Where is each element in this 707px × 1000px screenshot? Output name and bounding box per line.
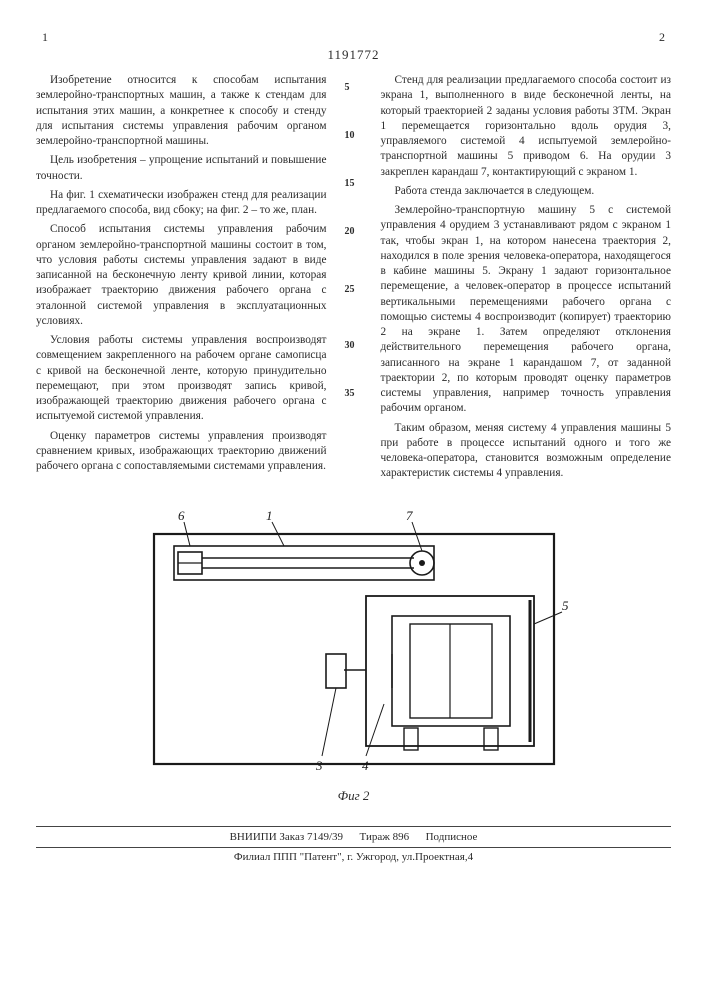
figure-2: 6 1 7 5 4 3 Фиг 2 (36, 504, 671, 804)
left-column: Изобретение относится к способам испытан… (36, 73, 327, 486)
line-number: 25 (345, 283, 355, 297)
line-number-gutter: 5 10 15 20 25 30 35 (345, 73, 363, 486)
line-number: 35 (345, 387, 355, 401)
left-col-num: 1 (42, 30, 48, 45)
para: Оценку параметров системы управления про… (36, 429, 327, 475)
line-number: 30 (345, 339, 355, 353)
fig-label-4: 4 (362, 758, 369, 773)
line-number: 20 (345, 225, 355, 239)
para: Способ испытания системы управления рабо… (36, 222, 327, 329)
line-number: 10 (345, 129, 355, 143)
page: 1 2 1191772 Изобретение относится к спос… (0, 0, 707, 1000)
para: Условия работы системы управления воспро… (36, 333, 327, 425)
para: На фиг. 1 схематически изображен стенд д… (36, 188, 327, 219)
footer-order: ВНИИПИ Заказ 7149/39 (230, 831, 343, 843)
para: Цель изобретения – упрощение испытаний и… (36, 153, 327, 184)
fig-label-7: 7 (406, 508, 413, 523)
text-columns: Изобретение относится к способам испытан… (36, 73, 671, 486)
footer-tirazh: Тираж 896 (360, 831, 410, 843)
line-number: 5 (345, 81, 350, 95)
right-column: Стенд для реализации предлагаемого спосо… (381, 73, 672, 486)
footer-sub: Подписное (426, 831, 478, 843)
para: Изобретение относится к способам испытан… (36, 73, 327, 149)
para: Стенд для реализации предлагаемого спосо… (381, 73, 672, 180)
line-number: 15 (345, 177, 355, 191)
fig-label-1: 1 (266, 508, 273, 523)
column-numbers-row: 1 2 (36, 30, 671, 45)
footer-line-1: ВНИИПИ Заказ 7149/39 Тираж 896 Подписное (36, 831, 671, 843)
fig-label-3: 3 (315, 758, 323, 773)
fig-label-5: 5 (562, 598, 569, 613)
document-number: 1191772 (36, 47, 671, 63)
right-col-num: 2 (659, 30, 665, 45)
figure-caption: Фиг 2 (36, 788, 671, 804)
para: Работа стенда заключается в следующем. (381, 184, 672, 199)
para: Землеройно-транспортную машину 5 с систе… (381, 203, 672, 417)
para: Таким образом, меняя систему 4 управлени… (381, 421, 672, 482)
footer-line-2: Филиал ППП "Патент", г. Ужгород, ул.Прое… (36, 847, 671, 863)
fig-label-6: 6 (178, 508, 185, 523)
figure-svg: 6 1 7 5 4 3 (134, 504, 574, 784)
footer: ВНИИПИ Заказ 7149/39 Тираж 896 Подписное… (36, 826, 671, 863)
